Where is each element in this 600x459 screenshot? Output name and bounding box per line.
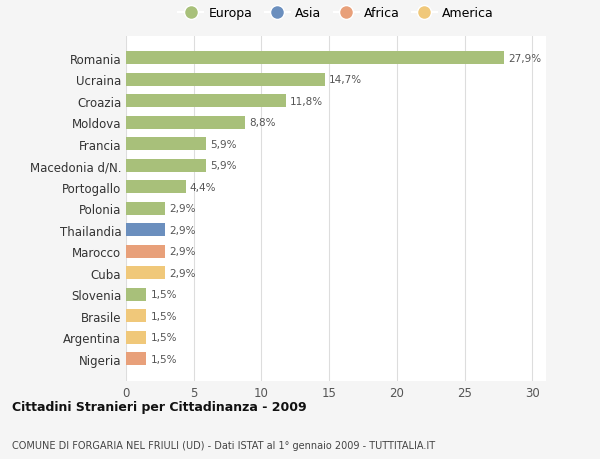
Text: 14,7%: 14,7% [329,75,362,85]
Bar [126,288,146,301]
Bar [126,202,165,215]
Text: 2,9%: 2,9% [169,268,196,278]
Bar [126,331,146,344]
Bar [126,267,165,280]
Text: COMUNE DI FORGARIA NEL FRIULI (UD) - Dati ISTAT al 1° gennaio 2009 - TUTTITALIA.: COMUNE DI FORGARIA NEL FRIULI (UD) - Dat… [12,440,435,450]
Text: 5,9%: 5,9% [210,161,236,171]
Text: 1,5%: 1,5% [151,290,177,300]
Text: 2,9%: 2,9% [169,225,196,235]
Bar [126,309,146,323]
Text: Cittadini Stranieri per Cittadinanza - 2009: Cittadini Stranieri per Cittadinanza - 2… [12,400,307,413]
Bar [126,138,206,151]
Text: 1,5%: 1,5% [151,311,177,321]
Text: 5,9%: 5,9% [210,140,236,150]
Text: 27,9%: 27,9% [508,54,541,64]
Bar [126,52,504,65]
Bar [126,95,286,108]
Bar [126,353,146,365]
Text: 2,9%: 2,9% [169,204,196,214]
Text: 4,4%: 4,4% [190,182,216,192]
Text: 11,8%: 11,8% [290,97,323,106]
Text: 1,5%: 1,5% [151,332,177,342]
Bar [126,117,245,129]
Legend: Europa, Asia, Africa, America: Europa, Asia, Africa, America [175,3,497,23]
Bar [126,245,165,258]
Bar [126,74,325,87]
Bar [126,181,185,194]
Bar [126,224,165,237]
Text: 2,9%: 2,9% [169,247,196,257]
Text: 8,8%: 8,8% [249,118,276,128]
Text: 1,5%: 1,5% [151,354,177,364]
Bar [126,160,206,173]
